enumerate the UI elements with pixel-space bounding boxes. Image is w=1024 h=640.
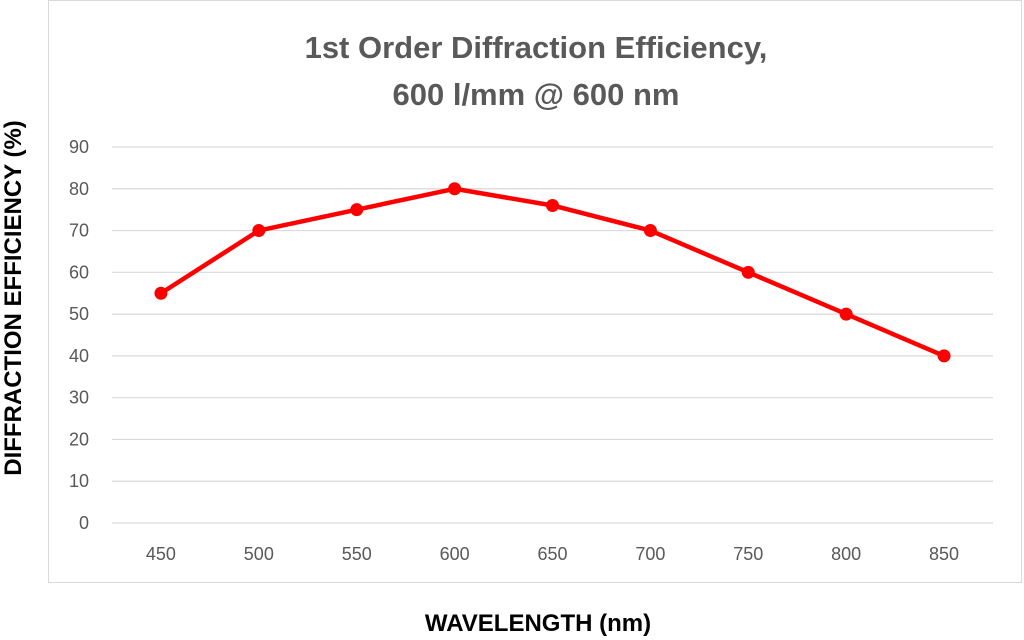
- y-tick-label: 20: [69, 429, 89, 449]
- chart-area: [48, 0, 1022, 583]
- y-tick-label: 40: [69, 346, 89, 366]
- x-tick-label: 500: [244, 544, 274, 564]
- x-tick-label: 550: [342, 544, 372, 564]
- data-point: [937, 349, 951, 363]
- y-axis-label: DIFFRACTION EFFICIENCY (%): [0, 120, 27, 476]
- data-point: [154, 286, 168, 300]
- data-point: [839, 307, 853, 321]
- y-tick-label: 80: [69, 179, 89, 199]
- data-point: [350, 203, 364, 217]
- data-series: [154, 182, 951, 363]
- data-point: [643, 224, 657, 238]
- x-tick-label: 800: [831, 544, 861, 564]
- y-tick-label: 70: [69, 221, 89, 241]
- y-tick-label: 90: [69, 137, 89, 157]
- x-axis-ticks: 450 500 550 600 650 700 750 800 850: [146, 544, 959, 564]
- y-tick-label: 50: [69, 304, 89, 324]
- x-tick-label: 600: [440, 544, 470, 564]
- data-point: [546, 198, 559, 212]
- x-tick-label: 450: [146, 544, 176, 564]
- chart-title-line-1: 1st Order Diffraction Efficiency,: [305, 30, 768, 65]
- data-point: [252, 224, 266, 238]
- x-tick-label: 650: [537, 544, 567, 564]
- x-axis-label: WAVELENGTH (nm): [425, 610, 651, 637]
- y-axis-ticks: 0 10 20 30 40 50 60 70 80 90: [69, 137, 89, 533]
- y-tick-label: 10: [69, 471, 89, 491]
- data-point: [448, 182, 462, 196]
- x-tick-label: 700: [635, 544, 665, 564]
- data-point: [741, 265, 755, 279]
- y-tick-label: 30: [69, 388, 89, 408]
- x-tick-label: 750: [733, 544, 763, 564]
- y-tick-label: 60: [69, 262, 89, 282]
- chart-title-line-2: 600 l/mm @ 600 nm: [393, 77, 680, 112]
- y-tick-label: 0: [79, 513, 89, 533]
- x-tick-label: 850: [929, 544, 959, 564]
